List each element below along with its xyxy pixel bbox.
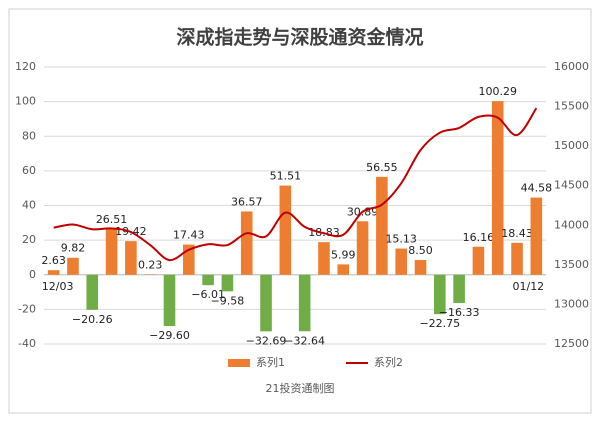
bar	[453, 274, 465, 304]
bar	[202, 274, 214, 286]
y-tick-label: 100	[15, 95, 36, 108]
data-label: −32.64	[284, 334, 325, 347]
data-label: 44.58	[521, 182, 553, 195]
legend-swatch	[228, 359, 250, 367]
bar	[530, 197, 543, 275]
data-label: −6.01	[191, 288, 225, 301]
data-label: 36.57	[231, 195, 263, 208]
y-tick-label: 120	[15, 60, 36, 73]
data-label: 26.51	[96, 213, 128, 226]
legend-label: 系列2	[374, 355, 403, 369]
bar	[511, 242, 523, 275]
x-tick-label: 12/03	[42, 280, 74, 293]
data-label: −9.58	[211, 294, 245, 307]
data-label: 56.55	[366, 161, 398, 174]
bar	[221, 274, 234, 292]
bar	[298, 274, 311, 332]
bar	[240, 211, 253, 275]
bar	[105, 228, 118, 275]
chart-title: 深成指走势与深股通资金情况	[176, 26, 423, 49]
line	[53, 107, 538, 262]
data-label: −22.75	[419, 317, 460, 330]
y2-tick-label: 14000	[554, 218, 589, 231]
bar	[395, 248, 407, 275]
y2-tick-label: 15500	[554, 100, 589, 113]
data-label: −32.69	[246, 334, 287, 347]
legend-label: 系列1	[256, 355, 285, 369]
bar	[67, 257, 79, 275]
bar	[163, 274, 176, 326]
bar	[376, 176, 388, 275]
data-label: 2.63	[41, 254, 66, 267]
bar	[434, 274, 446, 315]
bar	[414, 260, 427, 275]
y-tick-label: 20	[22, 233, 36, 246]
y-tick-label: -40	[18, 337, 36, 350]
y2-tick-label: 16000	[554, 60, 589, 73]
y2-tick-label: 13000	[554, 297, 589, 310]
y2-tick-label: 14500	[554, 179, 589, 192]
bar	[337, 264, 350, 275]
bar	[318, 242, 330, 275]
source: 21投资通制图	[266, 381, 335, 395]
bar	[356, 221, 369, 275]
y-tick-label: 40	[22, 199, 36, 212]
data-label: −20.26	[72, 313, 113, 326]
data-label: −29.60	[149, 329, 190, 342]
data-label: 100.29	[478, 85, 517, 98]
chart-frame	[8, 8, 592, 414]
data-label: 17.43	[173, 229, 205, 242]
bar	[260, 274, 272, 332]
data-label: 51.51	[270, 170, 302, 183]
y2-tick-label: 15000	[554, 139, 589, 152]
bar	[47, 270, 60, 275]
bar	[183, 244, 195, 275]
bar	[472, 246, 485, 275]
data-label: 18.43	[501, 227, 533, 240]
bar	[491, 101, 504, 275]
data-label: 16.16	[463, 231, 495, 244]
y-tick-label: 60	[22, 164, 36, 177]
data-label: 5.99	[331, 248, 356, 261]
y-tick-label: 80	[22, 129, 36, 142]
data-label: −16.33	[439, 306, 480, 319]
x-tick-label: 01/12	[512, 280, 544, 293]
data-label: 9.82	[61, 242, 86, 255]
bar	[86, 274, 99, 310]
data-label: 0.23	[138, 258, 163, 271]
bar	[279, 185, 292, 275]
data-label: 15.13	[385, 233, 417, 246]
data-label: 8.50	[408, 244, 433, 257]
y2-tick-label: 12500	[554, 337, 589, 350]
y2-tick-label: 13500	[554, 258, 589, 271]
y-tick-label: -20	[18, 302, 36, 315]
bar	[125, 241, 137, 275]
y-tick-label: 0	[29, 268, 36, 281]
